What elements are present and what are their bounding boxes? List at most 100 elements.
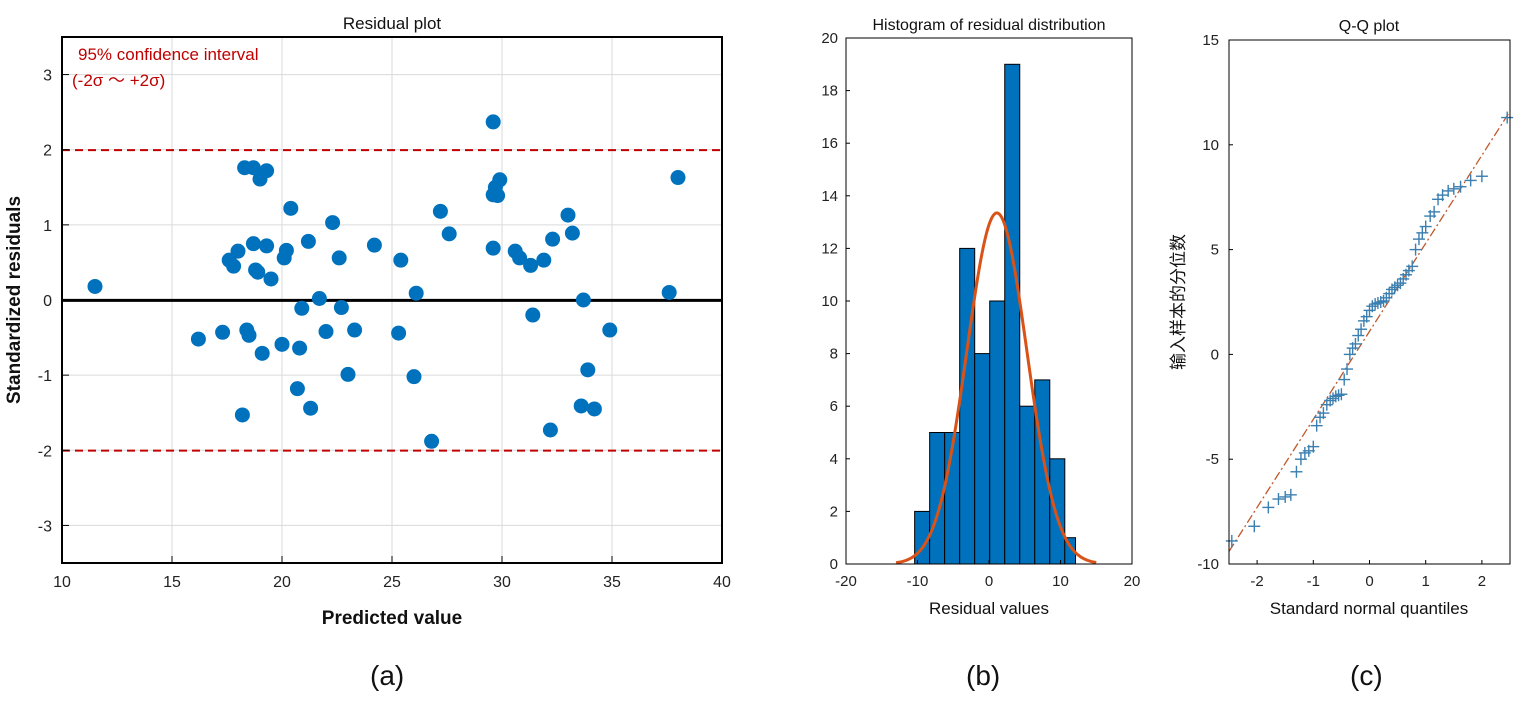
panel-a-x-tick-label: 10 [53,574,71,591]
panel-b-title: Histogram of residual distribution [873,17,1106,34]
panel-c-title: Q-Q plot [1339,18,1400,35]
panel-b-bar [959,247,976,565]
panel-b-bar [1019,405,1036,565]
panel-b-x-tick-label: 0 [985,573,993,590]
panel-a-y-tick-label: -3 [38,518,52,535]
panel-c-data-point [1307,440,1320,453]
panel-c-data-point [1284,488,1297,501]
panel-c-data-point [1447,182,1460,195]
panel-a-data-point [289,381,305,397]
panel-a-data-point [331,250,347,266]
panel-a-data-point [278,242,294,258]
panel-a-x-tick-label: 35 [603,574,621,591]
panel-a-data-point [234,407,250,423]
panel-c-data-point [1428,205,1441,218]
panel-b-y-tick-label: 8 [830,346,838,363]
panel-a-data-point [226,258,242,274]
panel-b-y-tick-label: 10 [821,293,838,310]
panel-c-data-point [1335,388,1348,401]
panel-b-bar [1004,63,1021,565]
panel-c-x-tick-label: -2 [1250,573,1263,590]
panel-c-caption: (c) [1350,660,1383,691]
panel-a-data-point [303,400,319,416]
panel-c-data-point [1338,373,1351,386]
panel-c-data-point [1409,243,1422,256]
panel-c-data-point [1329,390,1342,403]
panel-a-data-point [254,345,270,361]
panel-a-y-tick-label: 3 [43,68,52,85]
panel-a-data-point [393,252,409,268]
panel-c-data-point [1501,111,1514,124]
panel-a-data-point [441,226,457,242]
panel-a-data-point [485,240,501,256]
panel-c-plot-area [1229,40,1510,564]
panel-c-x-tick-label: 1 [1422,573,1430,590]
panel-c-data-point [1279,490,1292,503]
panel-c-data-point [1343,348,1356,361]
panel-a-data-point [512,250,528,266]
panel-a-data-point [340,366,356,382]
panel-a-data-point [241,327,257,343]
panel-c-data-point [1377,294,1390,307]
panel-a-data-point [406,369,422,385]
panel-a-points [87,114,686,449]
panel-a-data-point [263,271,279,287]
panel-c-data-point [1352,329,1365,342]
panel-a-data-point [259,238,275,254]
panel-b-y-tick-label: 12 [821,240,838,257]
panel-b-bar [1049,458,1066,565]
panel-a-data-point [542,422,558,438]
panel-a-data-point [245,236,261,252]
panel-a-data-point [485,114,501,130]
panel-a-data-point [492,172,508,188]
panel-a-x-tick-label: 20 [273,574,291,591]
panel-b-xlabel: Residual values [929,599,1049,618]
panel-a-x-tick-label: 40 [713,574,731,591]
panel-a-y-tick-label: -2 [38,443,52,460]
panel-c-data-point [1294,453,1307,466]
panel-c-data-point [1454,180,1467,193]
panel-a-y-tick-label: 1 [43,218,52,235]
panel-c-data-point [1272,493,1285,506]
panel-b-bar [974,353,991,565]
panel-c-data-point [1360,310,1373,323]
panel-c-x-tick-label: 2 [1478,573,1486,590]
panel-a-data-point [259,163,275,179]
panel-b-x-tick-label: 20 [1124,573,1141,590]
panel-b-x-tick-label: -20 [835,573,857,590]
panel-a-data-point [573,398,589,414]
panel-c-data-point [1369,298,1382,311]
panel-a-data-point [661,284,677,300]
panel-a-data-point [602,322,618,338]
panel-a-y-ticks: -3 -2 -1 0 1 2 3 [38,68,69,535]
panel-a-annotation-line-2: (-2σ ～ +2σ) [72,71,165,90]
panel-b-y-ticks: 0 2 4 6 8 10 12 14 16 18 20 [821,30,850,573]
panel-a-data-point [523,257,539,273]
panel-c-data-point [1464,174,1477,187]
panel-c-data-point [1332,389,1345,402]
panel-a-ylabel: Standardized residuals [4,196,25,404]
panel-b-y-tick-label: 20 [821,30,838,47]
panel-a-data-point [87,278,103,294]
panel-c-data-point [1290,465,1303,478]
panel-b-x-ticks: -20 -10 0 10 20 [835,560,1140,590]
panel-c-data-point [1326,392,1339,405]
panel-c-x-ticks: -2 -1 0 1 2 [1250,560,1486,590]
panel-a-xlabel: Predicted value [322,608,462,629]
panel-a-y-tick-label: -1 [38,368,52,385]
panel-c-data-point [1366,300,1379,313]
panel-a-data-point [586,401,602,417]
panel-c-data-point [1341,363,1354,376]
panel-a-data-point [525,307,541,323]
panel-c-points [1225,111,1514,547]
panel-b-caption: (b) [966,660,1001,691]
panel-a-data-point [245,160,261,176]
panel-a-x-tick-label: 25 [383,574,401,591]
panel-a-data-point [347,322,363,338]
panel-c-reference-line [1228,110,1511,552]
panel-a-data-point [545,231,561,247]
panel-a-data-point [215,324,231,340]
panel-c-data-point [1406,260,1419,273]
